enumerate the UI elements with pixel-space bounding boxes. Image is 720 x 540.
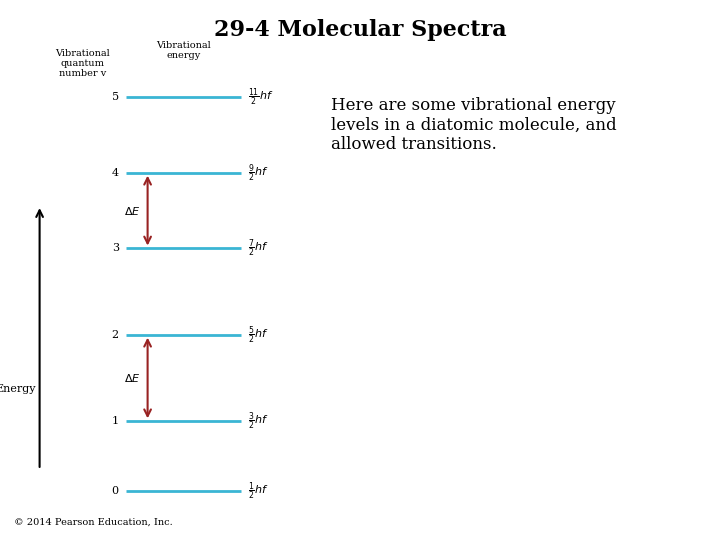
Text: Here are some vibrational energy
levels in a diatomic molecule, and
allowed tran: Here are some vibrational energy levels … bbox=[331, 97, 617, 153]
Text: © 2014 Pearson Education, Inc.: © 2014 Pearson Education, Inc. bbox=[14, 517, 173, 526]
Text: 5: 5 bbox=[112, 92, 119, 102]
Text: $\frac{1}{2}hf$: $\frac{1}{2}hf$ bbox=[248, 481, 269, 502]
Text: $\Delta E$: $\Delta E$ bbox=[124, 205, 140, 217]
Text: 1: 1 bbox=[112, 416, 119, 426]
Text: Vibrational
energy: Vibrational energy bbox=[156, 40, 211, 60]
Text: $\frac{3}{2}hf$: $\frac{3}{2}hf$ bbox=[248, 410, 269, 432]
Text: 0: 0 bbox=[112, 487, 119, 496]
Text: $\frac{11}{2}hf$: $\frac{11}{2}hf$ bbox=[248, 86, 274, 108]
Text: 4: 4 bbox=[112, 168, 119, 178]
Text: $\frac{9}{2}hf$: $\frac{9}{2}hf$ bbox=[248, 162, 269, 184]
Text: $\frac{7}{2}hf$: $\frac{7}{2}hf$ bbox=[248, 238, 269, 259]
Text: $\frac{5}{2}hf$: $\frac{5}{2}hf$ bbox=[248, 324, 269, 346]
Text: 29-4 Molecular Spectra: 29-4 Molecular Spectra bbox=[214, 19, 506, 41]
Text: $\Delta E$: $\Delta E$ bbox=[124, 372, 140, 384]
Text: Energy: Energy bbox=[0, 384, 36, 394]
Text: Vibrational
quantum
number v: Vibrational quantum number v bbox=[55, 49, 110, 78]
Text: 3: 3 bbox=[112, 244, 119, 253]
Text: 2: 2 bbox=[112, 330, 119, 340]
